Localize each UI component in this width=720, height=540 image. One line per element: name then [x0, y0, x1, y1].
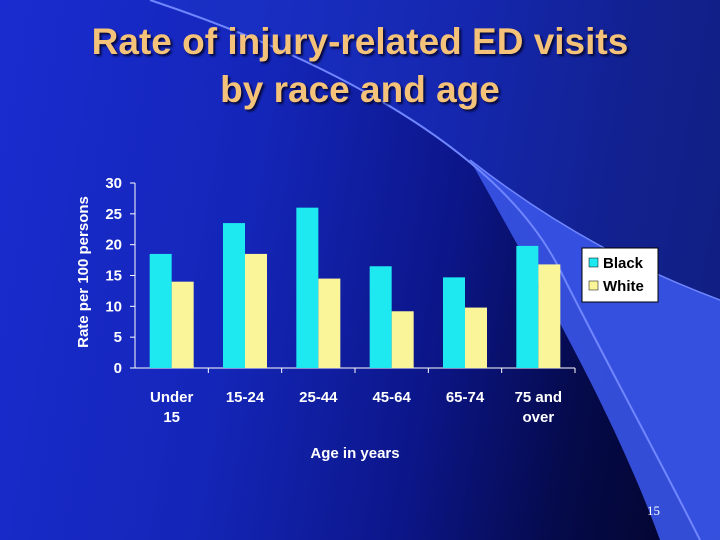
title-line-1: Rate of injury-related ED visits: [91, 21, 629, 62]
slide-number: 15: [647, 503, 660, 518]
bar-white: [465, 307, 487, 368]
decor-curve-light: [150, 0, 720, 540]
x-tick-label: 15-24: [226, 389, 265, 406]
x-tick-label: 25-44: [299, 389, 338, 406]
bar-black: [516, 245, 539, 368]
slide-title: Rate of injury-related ED visits by race…: [10, 18, 710, 114]
bar-black: [369, 266, 392, 368]
y-axis-title: Rate per 100 persons: [75, 196, 92, 348]
y-tick-label: 25: [105, 206, 122, 223]
y-tick-label: 30: [105, 175, 122, 192]
legend-label-black: Black: [603, 255, 644, 272]
x-axis-title: Age in years: [310, 445, 399, 462]
legend-box: [581, 247, 659, 303]
y-tick-label: 20: [105, 237, 122, 254]
x-tick-label: Under: [150, 389, 194, 406]
bar-white: [171, 281, 194, 368]
bar-black: [223, 223, 245, 368]
bar-black: [443, 277, 465, 368]
bar-black: [149, 253, 172, 368]
x-tick-label: over: [522, 409, 554, 426]
bar-white: [245, 253, 267, 368]
legend-swatch-white: [588, 280, 599, 291]
x-tick-label: 15: [163, 409, 180, 426]
bar-white: [318, 278, 341, 368]
bar-white: [538, 264, 561, 368]
y-tick-label: 15: [105, 268, 122, 285]
y-tick-label: 0: [114, 360, 122, 377]
y-tick-label: 10: [105, 298, 122, 315]
x-tick-label: 65-74: [446, 389, 485, 406]
legend-swatch-black: [588, 257, 599, 268]
title-line-2: by race and age: [220, 69, 500, 110]
y-tick-label: 5: [114, 329, 122, 346]
decor-curve-line: [149, 0, 701, 540]
legend-label-white: White: [603, 278, 644, 295]
x-tick-label: 45-64: [372, 389, 411, 406]
bar-white: [391, 311, 414, 368]
x-tick-label: 75 and: [515, 389, 563, 406]
decor-curve-line-2: [469, 159, 720, 301]
bar-black: [296, 207, 319, 368]
